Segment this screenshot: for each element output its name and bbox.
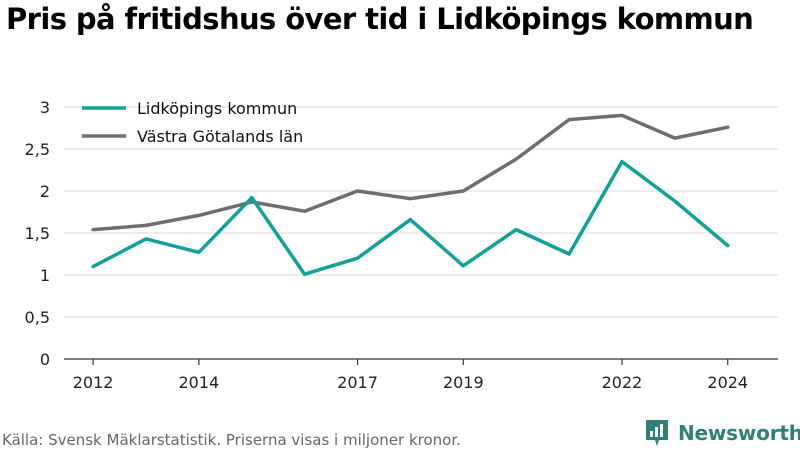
x-tick-label: 2024 [707, 373, 748, 392]
y-tick-label: 2,5 [25, 140, 50, 159]
legend: Lidköpings kommun Västra Götalands län [82, 99, 303, 146]
y-axis-ticks: 0 0,5 1 1,5 2 2,5 3 [25, 98, 50, 369]
newsworthy-logo-icon [646, 420, 668, 446]
newsworthy-logo: Newsworthy [644, 418, 800, 448]
grid-lines [64, 106, 778, 360]
series-line-lidkoping [91, 159, 730, 276]
y-tick-label: 1,5 [25, 224, 50, 243]
series-lines [91, 113, 730, 276]
y-tick-label: 2 [40, 182, 50, 201]
x-tick-label: 2014 [179, 373, 220, 392]
y-tick-label: 0 [40, 350, 50, 369]
y-tick-label: 3 [40, 98, 50, 117]
line-chart: 0 0,5 1 1,5 2 2,5 3 2012 2014 2017 2019 2022 2024 L… [25, 98, 778, 392]
brand-name: Newsworthy [678, 421, 800, 445]
chart-title: Pris på fritidshus över tid i Lidköpings… [6, 2, 754, 36]
y-tick-label: 1 [40, 266, 50, 285]
legend-label: Lidköpings kommun [137, 99, 297, 118]
source-note: Källa: Svensk Mäklarstatistik. Priserna … [2, 431, 461, 449]
legend-label: Västra Götalands län [137, 127, 303, 146]
y-tick-label: 0,5 [25, 308, 50, 327]
x-tick-label: 2012 [73, 373, 114, 392]
x-tick-label: 2022 [602, 373, 643, 392]
series-line-vastra-gotaland [91, 113, 730, 232]
x-axis-ticks: 2012 2014 2017 2019 2022 2024 [73, 359, 748, 392]
x-tick-label: 2019 [443, 373, 484, 392]
x-tick-label: 2017 [337, 373, 378, 392]
